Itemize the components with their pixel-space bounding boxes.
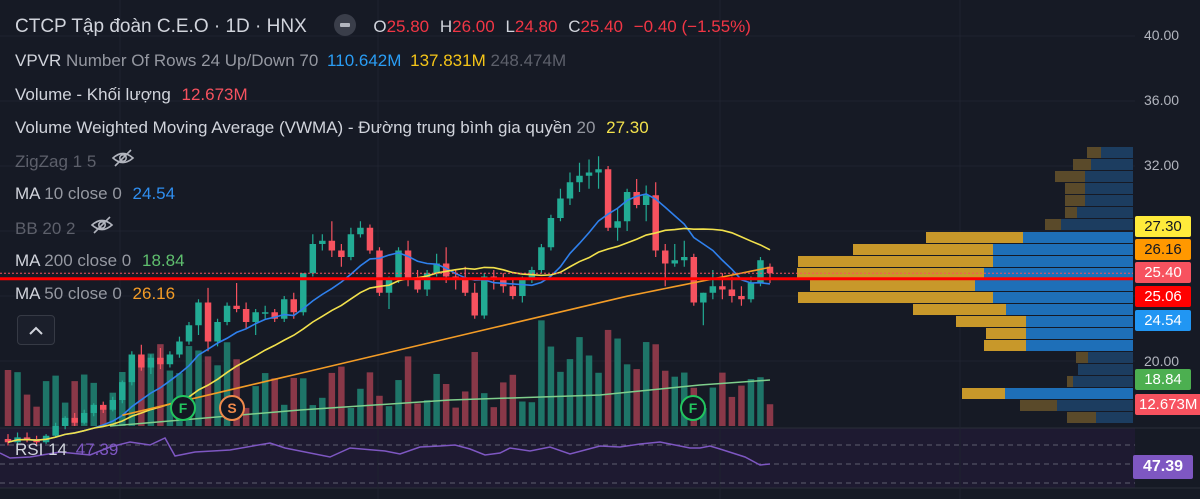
rsi-value: 47.39 bbox=[75, 440, 119, 459]
candlesticks bbox=[4, 156, 774, 446]
close-value: 25.40 bbox=[580, 17, 624, 37]
vpvr-total-value: 248.474M bbox=[490, 51, 567, 70]
ohlc-values: O25.80 H26.00 L24.80 C25.40 −0.40 (−1.55… bbox=[373, 17, 751, 37]
volume-price-label: 12.673M bbox=[1135, 394, 1200, 415]
rsi-pane bbox=[0, 437, 1135, 484]
vpvr-up-value: 110.642M bbox=[327, 51, 402, 70]
open-value: 25.80 bbox=[386, 17, 430, 37]
legend-volume[interactable]: Volume - Khối lượng 12.673M bbox=[15, 85, 248, 104]
legend-rsi[interactable]: RSI 14 47.39 bbox=[15, 440, 119, 459]
legend-vwma[interactable]: Volume Weighted Moving Average (VWMA) - … bbox=[15, 118, 649, 137]
legend-ma200[interactable]: MA 200 close 0 18.84 bbox=[15, 251, 185, 270]
low-value: 24.80 bbox=[514, 17, 558, 37]
ma50-value: 26.16 bbox=[132, 284, 176, 303]
eye-off-icon[interactable] bbox=[111, 149, 135, 172]
ma200-line bbox=[109, 379, 771, 427]
split-event-marker[interactable]: S bbox=[219, 395, 245, 421]
price-tick: 32.00 bbox=[1144, 157, 1180, 173]
legend-ma10[interactable]: MA 10 close 0 24.54 bbox=[15, 184, 176, 203]
financial-event-marker[interactable]: F bbox=[170, 395, 196, 421]
last-price-label: 25.40 bbox=[1135, 262, 1191, 283]
symbol-title[interactable]: CTCP Tập đoàn C.E.O · 1D · HNX bbox=[15, 16, 307, 38]
last-price-line bbox=[0, 272, 1133, 281]
vwma-price-label: 27.30 bbox=[1135, 216, 1191, 237]
legend-ma50[interactable]: MA 50 close 0 26.16 bbox=[15, 284, 176, 303]
price-tick: 36.00 bbox=[1144, 92, 1180, 108]
legend-zigzag[interactable]: ZigZag 1 5 bbox=[15, 149, 135, 174]
high-value: 26.00 bbox=[452, 17, 495, 37]
chevron-up-icon bbox=[29, 326, 43, 335]
symbol-header: CTCP Tập đoàn C.E.O · 1D · HNX O25.80 H2… bbox=[15, 14, 757, 38]
legend-bb[interactable]: BB 20 2 bbox=[15, 216, 114, 241]
volume-profile bbox=[797, 147, 1133, 423]
moving-average-lines bbox=[7, 193, 771, 444]
legend-vpvr[interactable]: VPVR Number Of Rows 24 Up/Down 70 110.64… bbox=[15, 51, 567, 70]
vpvr-down-value: 137.831M bbox=[410, 51, 486, 70]
rsi-price-label: 47.39 bbox=[1133, 455, 1193, 479]
volume-value: 12.673M bbox=[181, 85, 248, 104]
ma10-price-label: 24.54 bbox=[1135, 310, 1191, 331]
poc-price-label: 25.06 bbox=[1135, 286, 1191, 307]
ma200-price-label: 18.84 bbox=[1135, 369, 1191, 390]
change-value: −0.40 (−1.55%) bbox=[633, 17, 751, 37]
price-tick: 40.00 bbox=[1144, 27, 1180, 43]
ma10-value: 24.54 bbox=[132, 184, 176, 203]
minus-icon[interactable] bbox=[334, 14, 357, 36]
ma200-value: 18.84 bbox=[141, 251, 185, 270]
vwma-value: 27.30 bbox=[606, 118, 649, 137]
eye-off-icon[interactable] bbox=[90, 216, 114, 239]
financial-event-marker[interactable]: F bbox=[680, 395, 706, 421]
collapse-legend-button[interactable] bbox=[17, 315, 55, 345]
ma50-price-label: 26.16 bbox=[1135, 239, 1191, 260]
price-tick: 20.00 bbox=[1144, 353, 1180, 369]
